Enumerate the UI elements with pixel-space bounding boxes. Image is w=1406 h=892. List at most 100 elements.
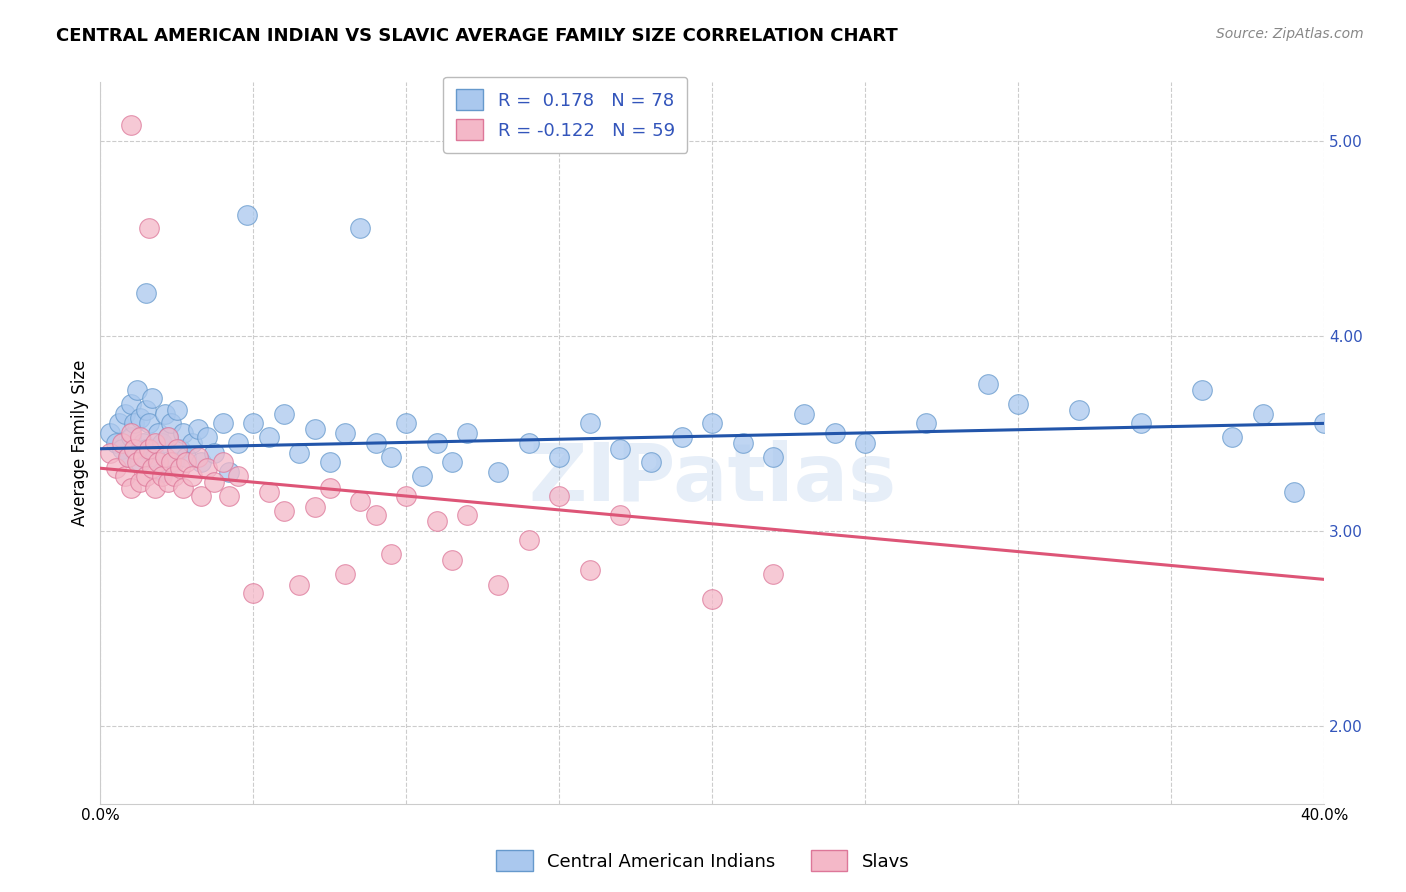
Point [125,445,148,459]
Point [122,417,145,431]
Point [1282,484,1305,499]
Point [129,430,152,444]
Point [159,455,181,469]
Point [153,407,176,421]
Point [793,407,815,421]
Point [150,436,173,450]
Point [150,469,173,483]
Point [364,436,387,450]
Point [640,455,662,469]
Point [156,430,179,444]
Point [853,436,876,450]
Point [218,489,240,503]
Point [181,436,204,450]
Y-axis label: Average Family Size: Average Family Size [72,359,89,526]
Point [163,469,186,483]
Point [166,402,188,417]
Point [197,461,219,475]
Point [226,436,249,450]
Point [120,118,142,132]
Point [114,469,136,483]
Point [976,377,998,392]
Point [273,504,295,518]
Point [135,402,157,417]
Point [111,436,134,450]
Point [98,445,121,459]
Point [671,430,693,444]
Text: ZIPatlas: ZIPatlas [529,440,897,518]
Point [364,508,387,522]
Point [129,455,152,469]
Point [517,533,540,548]
Point [548,450,571,464]
Point [159,417,181,431]
Point [153,450,176,464]
Point [226,469,249,483]
Point [169,461,191,475]
Point [120,397,142,411]
Point [120,430,142,444]
Point [609,508,631,522]
Point [380,450,402,464]
Point [257,484,280,499]
Point [731,436,754,450]
Point [304,500,326,515]
Point [202,445,225,459]
Point [349,494,371,508]
Point [242,586,264,600]
Point [145,481,167,495]
Point [104,461,127,475]
Point [148,455,170,469]
Point [486,578,509,592]
Point [187,422,209,436]
Point [1191,383,1213,397]
Point [120,426,142,441]
Point [111,442,134,456]
Point [138,417,160,431]
Point [114,407,136,421]
Point [395,417,418,431]
Point [122,442,145,456]
Point [1222,430,1244,444]
Point [1007,397,1029,411]
Point [187,450,209,464]
Point [166,442,188,456]
Point [211,417,233,431]
Point [257,430,280,444]
Point [150,465,173,479]
Point [163,455,186,469]
Point [135,469,157,483]
Point [441,455,464,469]
Point [132,450,155,464]
Point [211,455,233,469]
Point [456,508,478,522]
Point [1313,417,1336,431]
Point [135,442,157,456]
Point [148,426,170,441]
Point [1251,407,1274,421]
Point [319,481,342,495]
Point [141,461,163,475]
Point [135,285,157,300]
Point [762,450,785,464]
Point [141,391,163,405]
Point [98,426,121,441]
Point [579,417,602,431]
Point [242,417,264,431]
Legend: R =  0.178   N = 78, R = -0.122   N = 59: R = 0.178 N = 78, R = -0.122 N = 59 [443,77,688,153]
Point [304,422,326,436]
Point [145,436,167,450]
Point [125,455,148,469]
Point [380,547,402,561]
Text: Source: ZipAtlas.com: Source: ZipAtlas.com [1216,27,1364,41]
Point [702,417,724,431]
Point [129,475,152,489]
Point [517,436,540,450]
Point [915,417,938,431]
Point [125,383,148,397]
Point [132,436,155,450]
Point [1129,417,1152,431]
Point [129,410,152,425]
Point [1069,402,1091,417]
Point [824,426,846,441]
